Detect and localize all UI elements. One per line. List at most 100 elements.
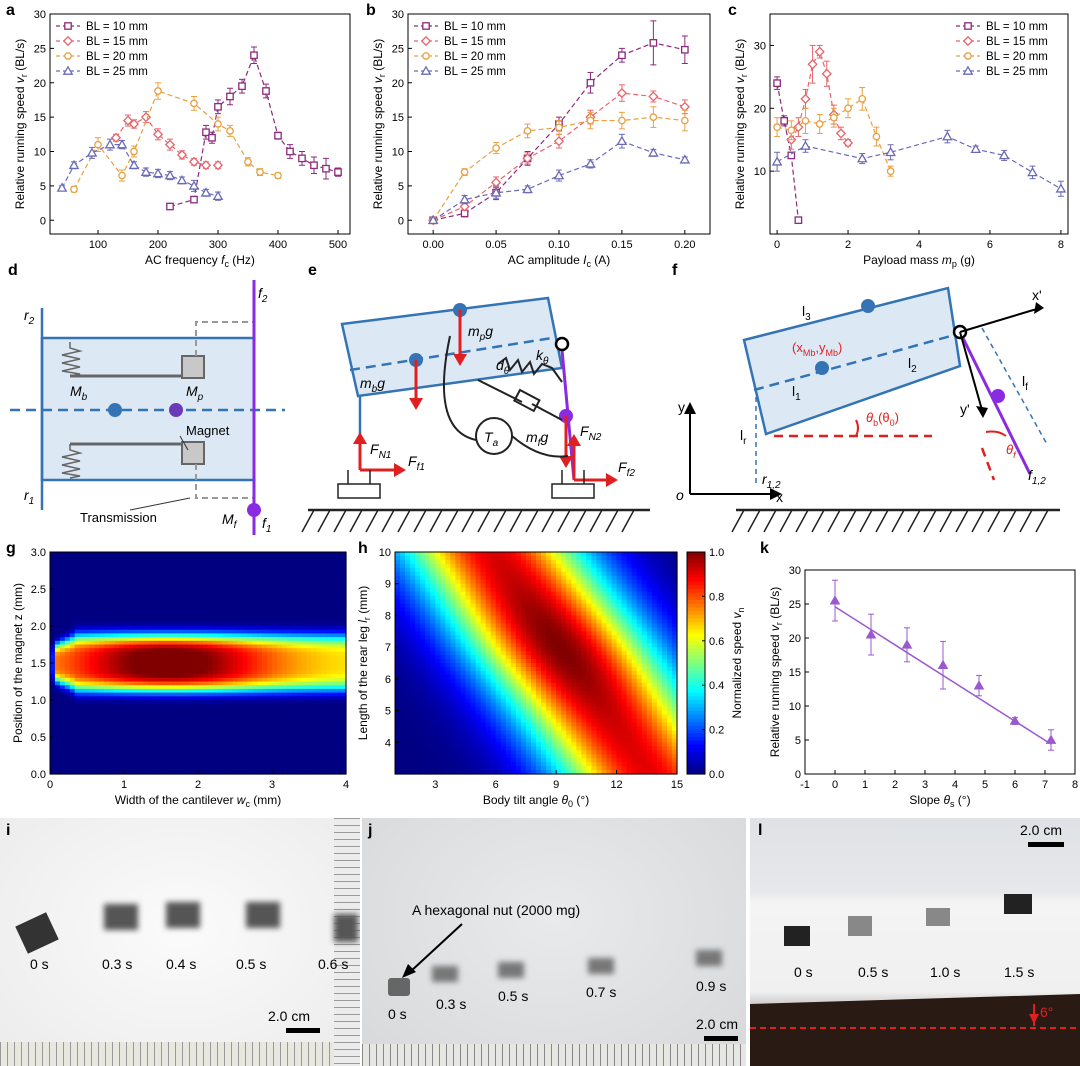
heatmap-cell bbox=[158, 729, 165, 734]
heatmap-cell bbox=[173, 589, 179, 594]
heatmap-cell bbox=[64, 755, 71, 760]
heatmap-cell bbox=[400, 694, 406, 700]
heatmap-cell bbox=[202, 681, 209, 686]
heatmap-cell bbox=[400, 591, 406, 597]
heatmap-cell bbox=[247, 733, 253, 738]
heatmap-cell bbox=[50, 659, 56, 664]
data-point bbox=[844, 104, 852, 113]
heatmap-cell bbox=[227, 563, 234, 568]
heatmap-cell bbox=[183, 603, 189, 609]
heatmap-cell bbox=[54, 603, 61, 609]
heatmap-cell bbox=[237, 614, 243, 620]
heatmap-cell bbox=[168, 707, 174, 712]
heatmap-cell bbox=[326, 748, 332, 753]
heatmap-cell bbox=[331, 622, 337, 627]
heatmap-cell bbox=[119, 725, 125, 731]
label-magnet: Magnet bbox=[186, 423, 230, 438]
heatmap-cell bbox=[173, 633, 179, 638]
heatmap-cell bbox=[163, 589, 169, 594]
heatmap-cell bbox=[331, 770, 337, 775]
heatmap-cell bbox=[400, 738, 406, 743]
heatmap-cell bbox=[445, 591, 451, 597]
heatmap-cell bbox=[262, 622, 268, 627]
heatmap-cell bbox=[272, 711, 278, 716]
heatmap-cell bbox=[79, 714, 86, 720]
heatmap-cell bbox=[138, 711, 145, 716]
panel-label-h: h bbox=[358, 540, 368, 557]
heatmap-cell bbox=[143, 559, 150, 564]
heatmap-cell bbox=[415, 730, 421, 735]
heatmap-cell bbox=[148, 559, 155, 564]
heatmap-cell bbox=[420, 678, 426, 684]
heatmap-cell bbox=[286, 751, 293, 757]
heatmap-cell bbox=[395, 627, 401, 632]
heatmap-cell bbox=[222, 748, 229, 753]
heatmap-cell bbox=[114, 688, 120, 694]
heatmap-cell bbox=[430, 559, 436, 565]
data-point bbox=[226, 92, 234, 101]
heatmap-cell bbox=[217, 618, 224, 623]
heatmap-cell bbox=[227, 629, 234, 634]
heatmap-cell bbox=[163, 751, 169, 757]
heatmap-cell bbox=[247, 648, 253, 653]
heatmap-cell bbox=[104, 692, 110, 697]
heatmap-cell bbox=[183, 659, 189, 664]
heatmap-cell bbox=[128, 748, 135, 753]
heatmap-cell bbox=[405, 694, 411, 700]
heatmap-cell bbox=[410, 635, 416, 640]
heatmap-cell bbox=[257, 722, 263, 727]
heatmap-cell bbox=[99, 637, 105, 642]
heatmap-cell bbox=[124, 648, 130, 653]
heatmap-cell bbox=[84, 651, 91, 657]
heatmap-cell bbox=[168, 748, 174, 753]
heatmap-cell bbox=[124, 618, 130, 623]
heatmap-cell bbox=[400, 742, 406, 747]
heatmap-cell bbox=[202, 626, 209, 631]
heatmap-cell bbox=[183, 755, 189, 760]
heatmap-cell bbox=[178, 570, 184, 575]
heatmap-cell bbox=[138, 666, 145, 671]
heatmap-cell bbox=[410, 706, 416, 712]
heatmap-cell bbox=[217, 592, 224, 597]
heatmap-cell bbox=[301, 666, 308, 671]
heatmap-cell bbox=[198, 581, 204, 586]
heatmap-cell bbox=[89, 766, 95, 771]
heatmap-cell bbox=[326, 651, 332, 657]
heatmap-cell bbox=[217, 629, 224, 634]
heatmap-cell bbox=[281, 770, 288, 775]
label-mb: Mb bbox=[70, 383, 88, 403]
heatmap-cell bbox=[207, 596, 214, 601]
heatmap-cell bbox=[217, 577, 224, 583]
heatmap-cell bbox=[133, 555, 140, 560]
heatmap-cell bbox=[400, 770, 406, 775]
heatmap-cell bbox=[281, 740, 288, 745]
heatmap-cell bbox=[306, 696, 313, 701]
heatmap-cell bbox=[163, 718, 169, 723]
heatmap-cell bbox=[59, 685, 66, 690]
heatmap-cell bbox=[450, 718, 457, 724]
heatmap-cell bbox=[291, 718, 298, 723]
heatmap-cell bbox=[143, 725, 150, 731]
heatmap-cell bbox=[252, 766, 258, 771]
heatmap-cell bbox=[306, 577, 313, 583]
heatmap-cell bbox=[326, 663, 332, 668]
heatmap-cell bbox=[50, 566, 56, 572]
heatmap-cell bbox=[262, 663, 268, 668]
heatmap-cell bbox=[119, 751, 125, 757]
heatmap-cell bbox=[341, 718, 347, 723]
heatmap-cell bbox=[445, 607, 451, 613]
heatmap-cell bbox=[54, 574, 61, 579]
heatmap-cell bbox=[59, 714, 66, 720]
heatmap-cell bbox=[104, 722, 110, 727]
heatmap-cell bbox=[395, 694, 401, 700]
heatmap-cell bbox=[242, 755, 248, 760]
heatmap-cell bbox=[54, 629, 61, 634]
heatmap-cell bbox=[119, 755, 125, 760]
heatmap-cell bbox=[316, 655, 322, 660]
heatmap-cell bbox=[89, 563, 95, 568]
heatmap-cell bbox=[450, 587, 457, 593]
label-theta-f: θf bbox=[1006, 442, 1017, 460]
heatmap-cell bbox=[99, 585, 105, 590]
heatmap-cell bbox=[252, 596, 258, 601]
heatmap-cell bbox=[54, 640, 61, 646]
